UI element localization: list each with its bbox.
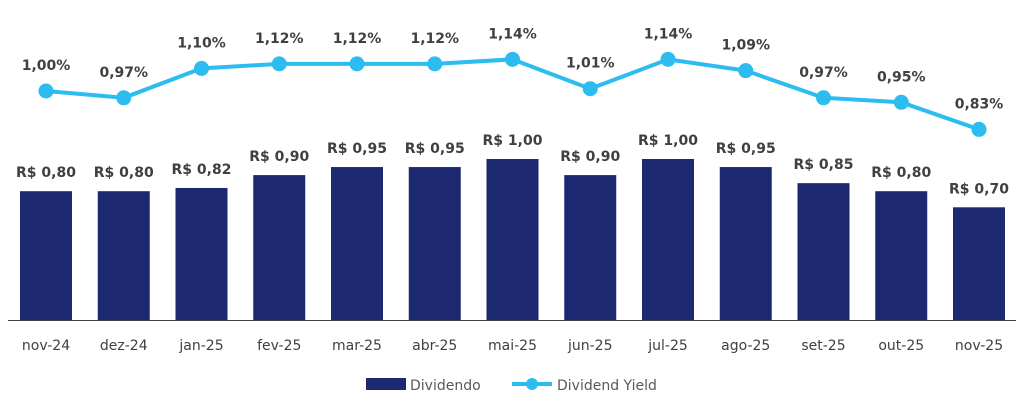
bar-dividendo [253,175,306,320]
yield-point [505,51,520,67]
yield-point [582,81,598,97]
x-tick-label: abr-25 [412,338,457,354]
legend-label-dividend-yield: Dividend Yield [557,378,657,394]
yield-point [116,90,132,106]
legend: Dividendo Dividend Yield [366,378,657,394]
x-tick-label: jan-25 [178,338,223,354]
x-tick-label: fev-25 [257,338,301,354]
yield-data-label: 1,00% [22,58,71,74]
bar-dividendo [175,187,228,320]
bar-dividendo [642,159,694,320]
bar-dividendo [719,167,772,320]
bar-data-label: R$ 0,85 [794,157,854,173]
bar-data-label: R$ 0,80 [871,165,931,181]
bar-data-label: R$ 0,90 [249,149,309,165]
yield-data-label: 1,09% [721,38,770,54]
legend-label-dividendo: Dividendo [410,378,481,394]
x-tick-label: set-25 [801,338,845,354]
bar-data-label: R$ 1,00 [483,133,543,149]
x-tick-label: nov-24 [22,338,70,354]
yield-data-label: 0,95% [877,69,926,85]
x-tick-label: jun-25 [567,338,613,354]
yield-point [427,56,443,72]
bar-dividendo [97,191,150,320]
bar-data-label: R$ 0,95 [327,141,387,157]
bar-dividendo [875,191,928,320]
legend-swatch-yield-marker [526,378,538,390]
x-tick-label: mar-25 [332,338,382,354]
yield-point [38,83,54,99]
bar-dividendo [564,175,617,320]
bar-dividendo [486,159,539,320]
yield-point [271,56,287,72]
yield-data-label: 0,97% [799,65,848,81]
x-tick-label: nov-25 [955,338,1003,354]
legend-swatch-dividendo [366,378,406,390]
yield-data-label: 1,10% [177,35,226,51]
yield-point [971,121,987,137]
bar-dividendo [20,191,72,320]
bar-data-label: R$ 0,95 [716,141,776,157]
yield-data-label: 0,83% [955,96,1004,112]
bar-dividendo [408,167,461,320]
yield-data-label: 1,12% [333,31,382,47]
x-tick-label: out-25 [878,338,924,354]
bar-dividendo [331,167,383,320]
bar-data-label: R$ 0,82 [172,162,232,178]
yield-point [738,63,754,79]
yield-data-label: 0,97% [99,65,148,81]
yield-data-label: 1,14% [644,26,693,42]
yield-data-label: 1,12% [255,31,304,47]
yield-point [660,51,676,67]
bar-dividendo [953,207,1005,320]
bar-data-label: R$ 1,00 [638,133,698,149]
yield-data-label: 1,01% [566,56,615,72]
bar-data-label: R$ 0,90 [560,149,620,165]
yield-point [194,60,209,76]
yield-data-label: 1,14% [488,26,537,42]
x-tick-label: dez-24 [100,338,148,354]
x-tick-label: mai-25 [488,338,537,354]
x-tick-label: jul-25 [647,338,688,354]
bar-data-label: R$ 0,80 [16,165,76,181]
x-tick-label: ago-25 [721,338,770,354]
yield-point [349,56,365,72]
yield-point [816,90,831,106]
bar-dividendo [797,183,850,320]
bar-data-label: R$ 0,70 [949,181,1009,197]
yield-data-label: 1,12% [410,31,459,47]
bar-data-label: R$ 0,95 [405,141,465,157]
bar-data-label: R$ 0,80 [94,165,154,181]
yield-point [893,94,909,110]
